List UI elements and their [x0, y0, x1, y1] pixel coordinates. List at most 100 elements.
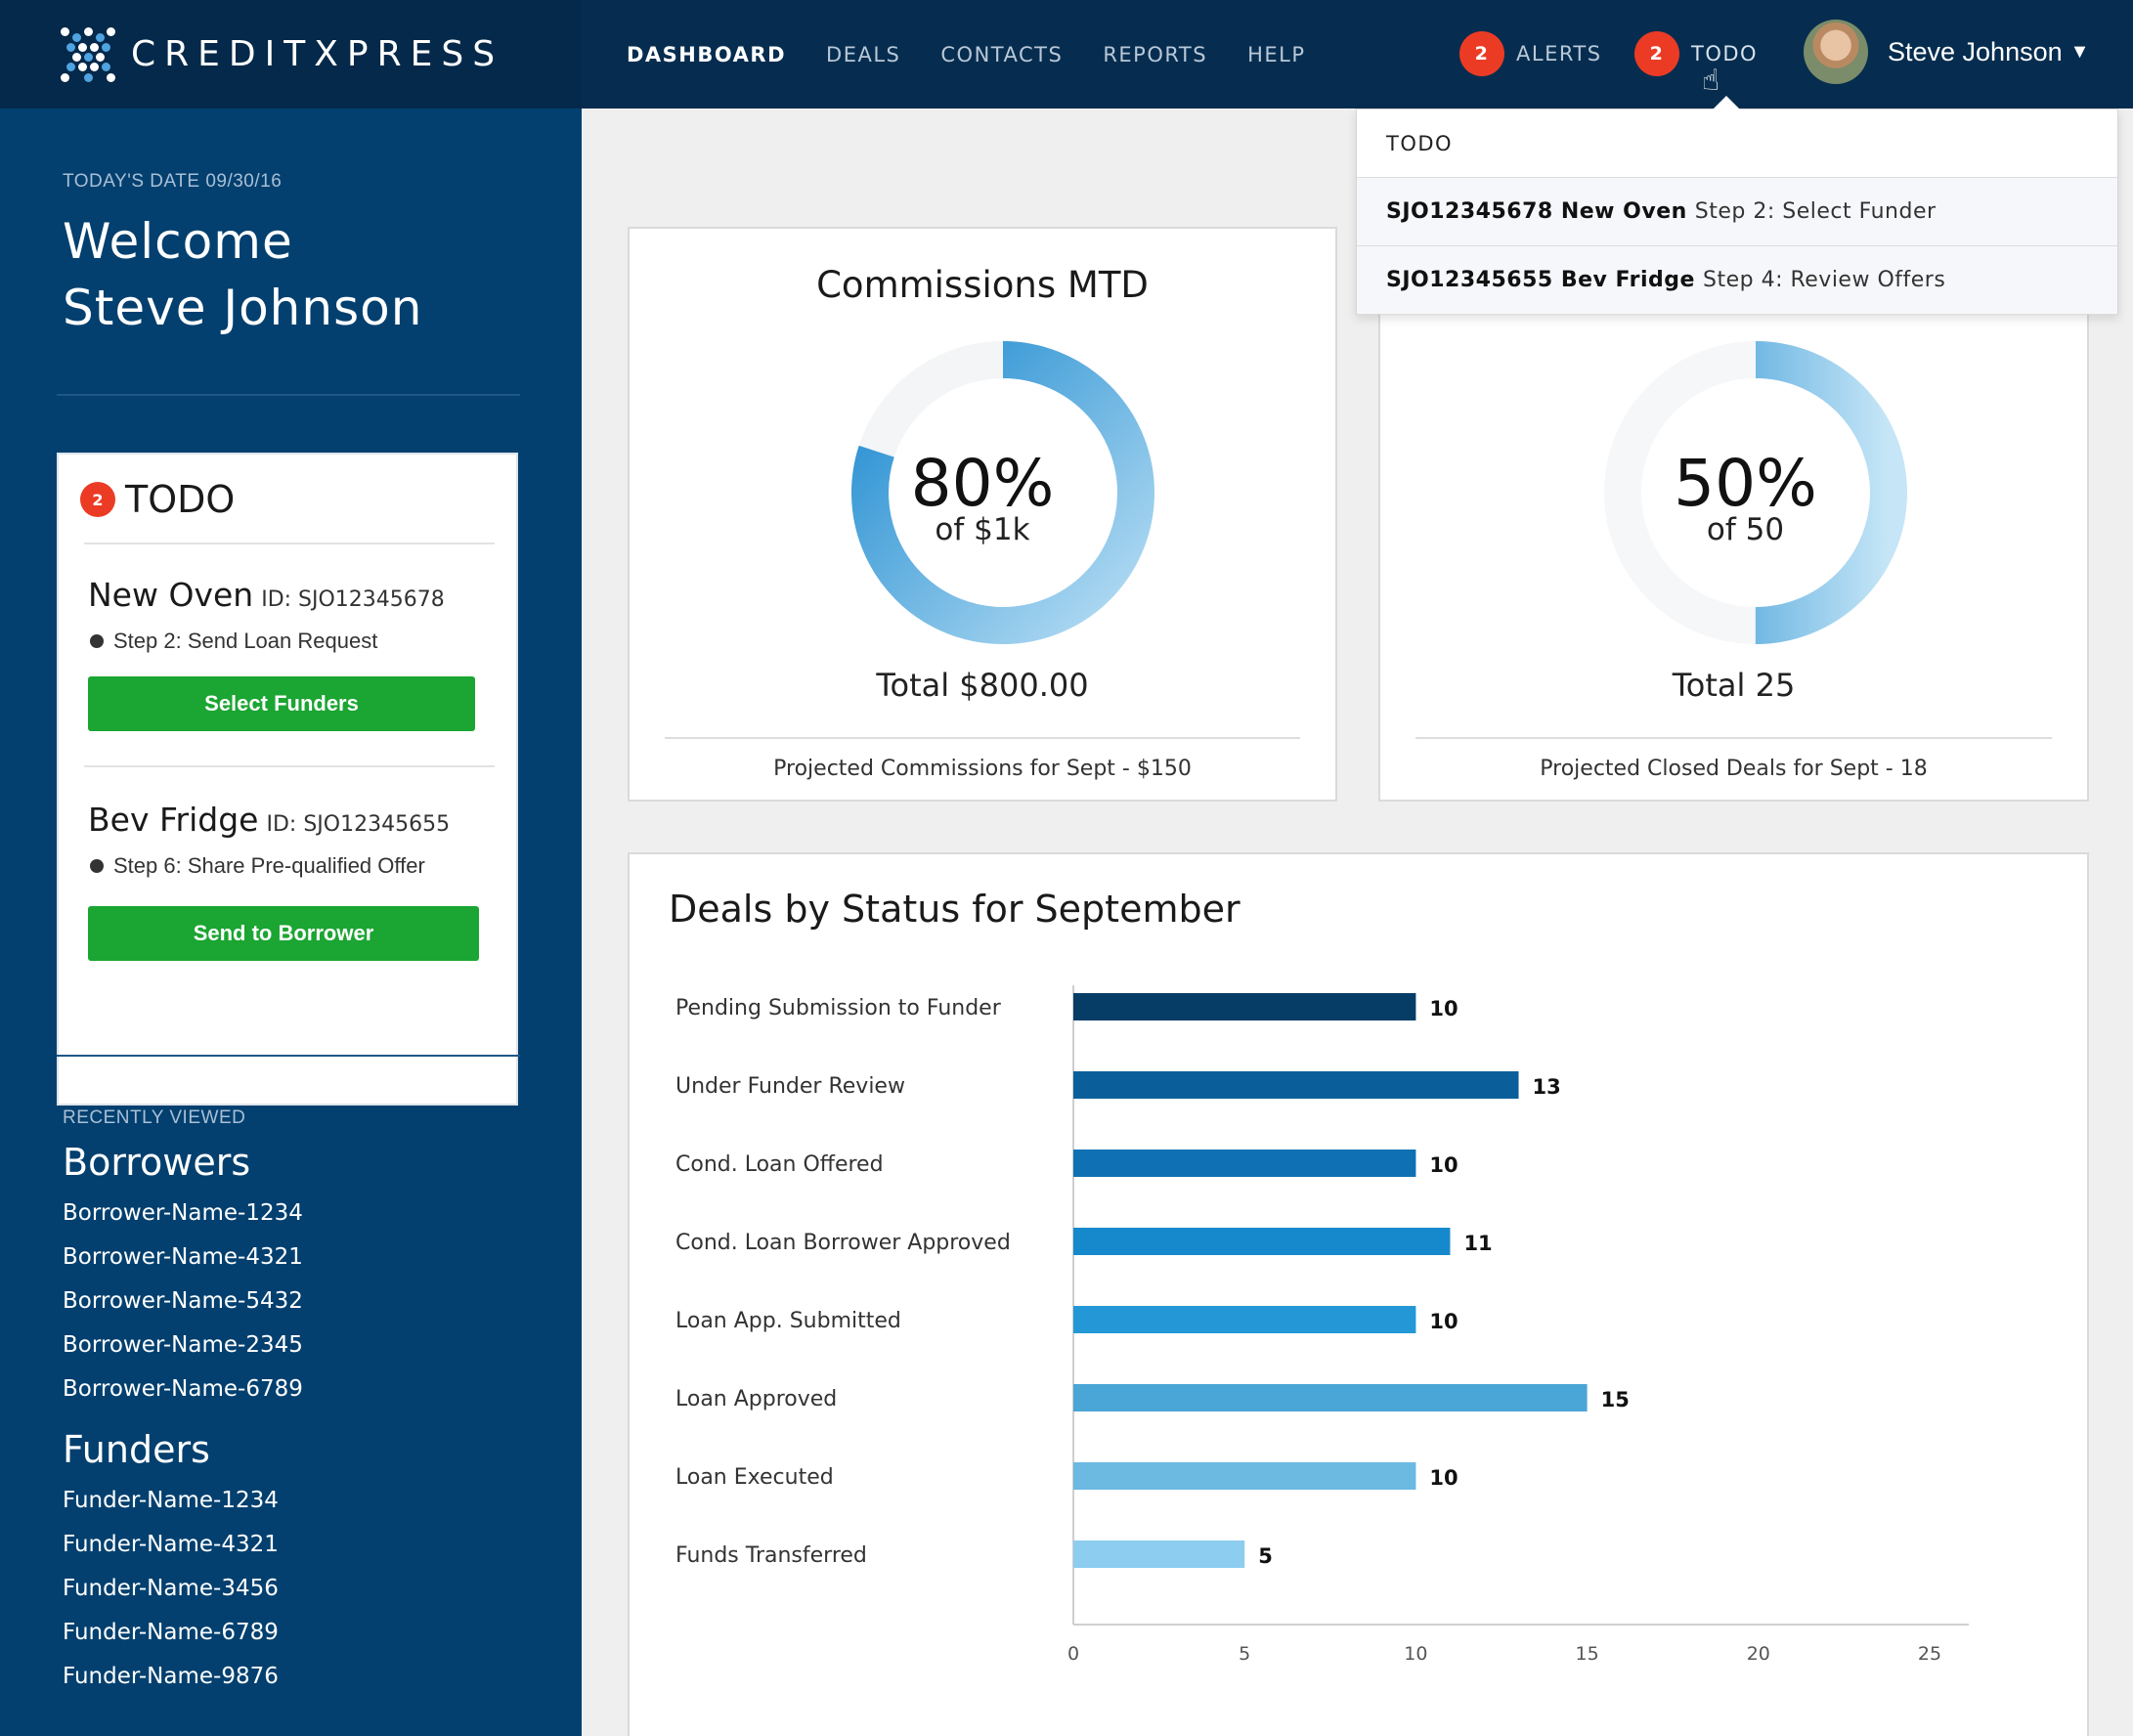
- nav-reports[interactable]: REPORTS: [1103, 42, 1208, 66]
- bar-value-label: 10: [1429, 997, 1458, 1020]
- todo-link[interactable]: 2 TODO: [1634, 31, 1758, 76]
- closed-deals-card: 50% of 50 Total 25 Projected Closed Deal…: [1378, 227, 2089, 802]
- recently-viewed-label: RECENTLY VIEWED: [63, 1107, 246, 1128]
- deals-projected: Projected Closed Deals for Sept - 18: [1540, 757, 1928, 781]
- x-tick-label: 10: [1404, 1643, 1427, 1665]
- send-to-borrower-button[interactable]: Send to Borrower: [88, 906, 479, 961]
- welcome-message: Welcome Steve Johnson: [63, 208, 422, 341]
- commissions-card: Commissions MTD 80% of $1k Total $800.00…: [628, 227, 1337, 802]
- todo-card-title: TODO: [125, 478, 236, 521]
- donut-arc: [851, 341, 1154, 644]
- dropdown-arrow: [1713, 96, 1740, 109]
- category-label: Loan Approved: [675, 1387, 837, 1411]
- bar: [1073, 1384, 1588, 1411]
- deals-total: Total 25: [1672, 667, 1796, 704]
- todo-item-title[interactable]: Bev Fridge ID: SJO12345655: [88, 801, 450, 839]
- nav-dashboard[interactable]: DASHBOARD: [627, 42, 787, 66]
- category-label: Cond. Loan Offered: [675, 1152, 884, 1177]
- divider: [84, 765, 495, 767]
- bar-value-label: 5: [1258, 1544, 1273, 1568]
- borrower-link[interactable]: Borrower-Name-6789: [63, 1376, 303, 1402]
- borrowers-heading: Borrowers: [63, 1141, 251, 1184]
- bar: [1073, 1462, 1416, 1490]
- dropdown-item-id: SJO12345678 New Oven: [1386, 199, 1687, 224]
- todo-dropdown: TODO SJO12345678 New Oven Step 2: Select…: [1356, 96, 2118, 315]
- commissions-percent: 80%: [910, 446, 1055, 521]
- alerts-count-badge: 2: [1459, 31, 1504, 76]
- x-tick-label: 15: [1576, 1643, 1599, 1665]
- donut-arc: [1604, 341, 1907, 644]
- dropdown-todo-item[interactable]: SJO12345678 New Oven Step 2: Select Fund…: [1357, 178, 2117, 246]
- x-tick-label: 0: [1067, 1643, 1079, 1665]
- category-label: Funds Transferred: [675, 1543, 867, 1568]
- funder-link[interactable]: Funder-Name-3456: [63, 1576, 279, 1601]
- bar-value-label: 11: [1463, 1232, 1492, 1255]
- dropdown-item-step: Step 2: Select Funder: [1694, 199, 1937, 224]
- divider: [665, 737, 1300, 739]
- hand-cursor-icon: ☝: [1702, 65, 1720, 97]
- todo-item-step: Step 6: Share Pre-qualified Offer: [90, 853, 425, 879]
- bar: [1073, 1306, 1416, 1333]
- select-funders-button[interactable]: Select Funders: [88, 676, 475, 731]
- commissions-donut: [851, 341, 1154, 644]
- todo-count-badge: 2: [1634, 31, 1679, 76]
- logo-icon: [61, 26, 115, 82]
- category-label: Under Funder Review: [675, 1074, 905, 1099]
- bar-value-label: 13: [1533, 1075, 1561, 1099]
- dropdown-todo-item[interactable]: SJO12345655 Bev Fridge Step 4: Review Of…: [1357, 246, 2117, 315]
- funder-link[interactable]: Funder-Name-6789: [63, 1620, 279, 1645]
- divider: [1415, 737, 2052, 739]
- borrower-link[interactable]: Borrower-Name-2345: [63, 1332, 303, 1358]
- borrower-link[interactable]: Borrower-Name-1234: [63, 1200, 303, 1226]
- todo-card-header: 2 TODO: [80, 478, 235, 521]
- deals-by-status-card: Deals by Status for September Pending Su…: [628, 852, 2089, 1736]
- todo-label: TODO: [1691, 42, 1759, 65]
- user-name: Steve Johnson: [1888, 36, 2063, 66]
- funder-link[interactable]: Funder-Name-9876: [63, 1664, 279, 1689]
- bar-value-label: 10: [1429, 1310, 1458, 1333]
- bullet-icon: [90, 634, 104, 648]
- todo-item-step-text: Step 2: Send Loan Request: [113, 629, 378, 653]
- funder-link[interactable]: Funder-Name-1234: [63, 1488, 279, 1513]
- funder-link[interactable]: Funder-Name-4321: [63, 1532, 279, 1557]
- bar: [1073, 1150, 1416, 1177]
- main-nav: DASHBOARD DEALS CONTACTS REPORTS HELP: [627, 0, 1346, 108]
- caret-down-icon[interactable]: ▼: [2069, 40, 2090, 63]
- todo-item-name: New Oven: [88, 576, 254, 614]
- alerts-link[interactable]: 2 ALERTS: [1459, 31, 1602, 76]
- todo-item-id: ID: SJO12345655: [266, 812, 451, 837]
- todo-item-step: Step 2: Send Loan Request: [90, 629, 377, 654]
- borrower-link[interactable]: Borrower-Name-4321: [63, 1244, 303, 1270]
- user-menu[interactable]: Steve Johnson ▼: [1804, 20, 2089, 84]
- welcome-line: Welcome: [63, 213, 293, 270]
- brand-name: CREDITXPRESS: [131, 34, 504, 74]
- dropdown-title: TODO: [1357, 109, 2117, 178]
- dropdown-item-id: SJO12345655 Bev Fridge: [1386, 268, 1695, 292]
- deals-goal: of 50: [1706, 512, 1785, 547]
- commissions-total: Total $800.00: [876, 667, 1089, 704]
- sidebar: TODAY'S DATE 09/30/16 Welcome Steve John…: [0, 108, 582, 1736]
- commissions-goal: of $1k: [935, 512, 1030, 547]
- avatar[interactable]: [1804, 20, 1868, 84]
- nav-contacts[interactable]: CONTACTS: [940, 42, 1064, 66]
- todo-item-step-text: Step 6: Share Pre-qualified Offer: [113, 853, 425, 878]
- x-tick-label: 25: [1918, 1643, 1941, 1665]
- divider: [57, 1055, 520, 1057]
- nav-deals[interactable]: DEALS: [826, 42, 901, 66]
- funders-list: Funder-Name-1234 Funder-Name-4321 Funder…: [63, 1479, 279, 1699]
- brand-logo[interactable]: CREDITXPRESS: [0, 0, 582, 108]
- commissions-projected: Projected Commissions for Sept - $150: [773, 757, 1192, 781]
- deals-donut: [1604, 341, 1907, 644]
- bar: [1073, 1071, 1519, 1099]
- category-label: Loan App. Submitted: [675, 1309, 901, 1333]
- bar-value-label: 10: [1429, 1153, 1458, 1177]
- category-label: Pending Submission to Funder: [675, 996, 1002, 1020]
- divider: [84, 542, 495, 544]
- alerts-label: ALERTS: [1516, 42, 1602, 65]
- nav-help[interactable]: HELP: [1247, 42, 1306, 66]
- borrower-link[interactable]: Borrower-Name-5432: [63, 1288, 303, 1314]
- todo-item-title[interactable]: New Oven ID: SJO12345678: [88, 576, 445, 614]
- commissions-title: Commissions MTD: [816, 264, 1149, 306]
- chart-title: Deals by Status for September: [669, 888, 1241, 931]
- todays-date: TODAY'S DATE 09/30/16: [63, 171, 283, 192]
